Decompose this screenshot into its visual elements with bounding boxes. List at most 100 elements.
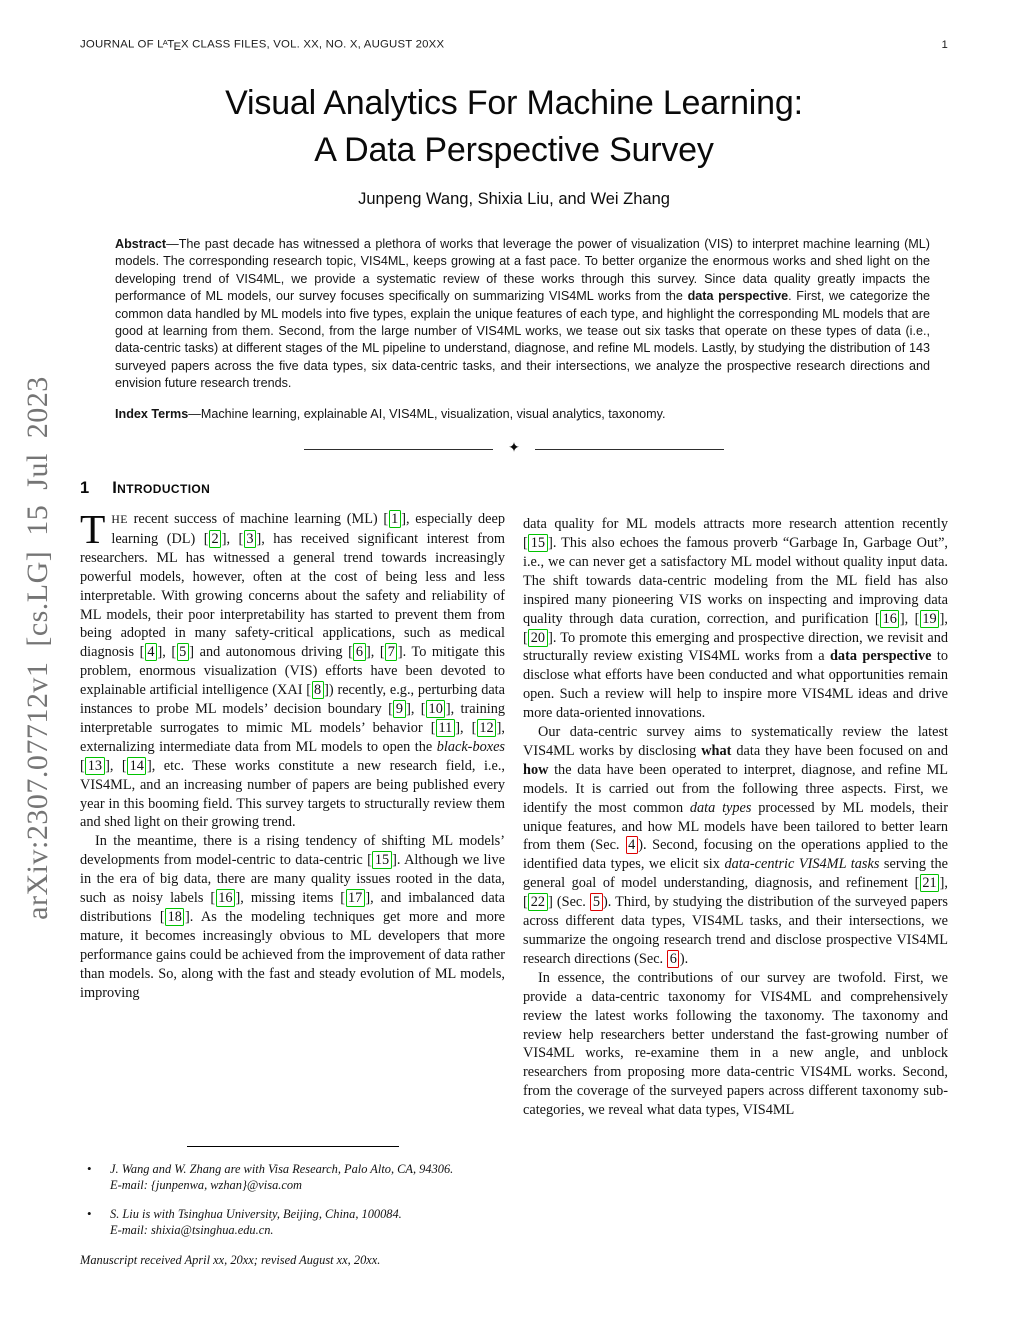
- citation-link[interactable]: 18: [165, 908, 185, 926]
- citation-link[interactable]: 5: [176, 643, 189, 662]
- text-segment: ]. To promote this emerging and prospect…: [523, 629, 948, 665]
- footnote-rule: [186, 1146, 399, 1147]
- section-number: 1: [80, 479, 90, 498]
- journal-name: JOURNAL OF LATEX CLASS FILES, VOL. XX, N…: [80, 38, 444, 53]
- text-segment: ], [: [406, 701, 426, 718]
- text-segment: Our data-centric survey aims to systemat…: [523, 724, 948, 759]
- text-segment: ]. To mitigate this problem, enormous vi…: [80, 644, 505, 699]
- text-segment: ], [: [221, 530, 244, 547]
- text-segment: —The past decade has witnessed a plethor…: [115, 237, 930, 304]
- paper-title-line1: Visual Analytics For Machine Learning:: [225, 84, 803, 122]
- citation-link[interactable]: 17: [345, 889, 365, 908]
- text-segment: to disclose what efforts have been condu…: [523, 648, 948, 722]
- citation-link[interactable]: 16: [880, 609, 900, 628]
- section-separator: ✦: [80, 442, 948, 456]
- citation-link[interactable]: 4: [144, 643, 157, 662]
- abstract-text: Abstract—The past decade has witnessed a…: [115, 236, 930, 393]
- citation-link[interactable]: 20: [528, 628, 548, 647]
- text-segment: Index Terms: [115, 406, 189, 421]
- citation-link[interactable]: 3: [243, 529, 256, 548]
- citation-link[interactable]: 15: [372, 851, 392, 870]
- author-footnotes: J. Wang and W. Zhang are with Visa Resea…: [80, 1161, 505, 1239]
- left-column: 1 Introduction T HE recent success of mach…: [80, 478, 505, 1120]
- citation-link[interactable]: 14: [127, 756, 147, 775]
- text-segment: ], [: [523, 610, 948, 646]
- footnote-block: J. Wang and W. Zhang are with Visa Resea…: [80, 1146, 505, 1269]
- text-segment: HE: [111, 512, 128, 526]
- text-segment: serving the general goal of model unders…: [523, 856, 949, 892]
- section-ref-link[interactable]: 5: [590, 893, 603, 912]
- text-segment: T: [80, 505, 106, 552]
- intro-paragraph-4: In essence, the contributions of our sur…: [523, 969, 948, 1120]
- citation-link[interactable]: 12: [476, 718, 497, 737]
- citation-link[interactable]: 7: [385, 643, 398, 662]
- diamond-icon: ✦: [508, 441, 520, 457]
- text-segment: ], externalizing intermediate data from …: [80, 719, 505, 755]
- citation-link[interactable]: 15: [528, 533, 548, 552]
- citation-link[interactable]: 16: [215, 889, 235, 908]
- citation-link[interactable]: 19: [919, 609, 940, 628]
- text-segment: data-centric VIS4ML tasks: [724, 856, 880, 873]
- abstract-block: Abstract—The past decade has witnessed a…: [115, 236, 930, 423]
- text-segment: ], [: [899, 610, 920, 627]
- section-ref-link[interactable]: 4: [625, 836, 638, 855]
- text-segment: In the meantime, there is a rising tende…: [80, 833, 505, 869]
- text-segment: ). Second, focusing on the operations ap…: [523, 837, 949, 873]
- citation-link[interactable]: 13: [85, 756, 105, 775]
- text-segment: ).: [679, 950, 689, 967]
- text-segment: E: [173, 41, 182, 54]
- citation-link[interactable]: 2: [209, 529, 222, 548]
- citation-link[interactable]: 10: [426, 700, 446, 719]
- footnote-affiliation: S. Liu is with Tsinghua University, Beij…: [110, 1207, 402, 1222]
- text-segment: ]. This also echoes the famous proverb “…: [523, 534, 948, 627]
- author-list: Junpeng Wang, Shixia Liu, and Wei Zhang: [358, 190, 670, 208]
- text-segment: ], training interpretable surrogates to …: [80, 701, 506, 736]
- text-segment: recent success of machine learning (ML) …: [127, 510, 389, 527]
- citation-link[interactable]: 9: [393, 700, 406, 719]
- text-segment: ], etc. These works constitute a new res…: [80, 757, 505, 831]
- citation-link[interactable]: 8: [311, 681, 324, 700]
- section-heading-introduction: 1 Introduction: [80, 479, 505, 498]
- text-segment: ]. As the modeling techniques get more a…: [80, 909, 506, 1001]
- citation-link[interactable]: 1: [388, 509, 401, 528]
- text-segment: data quality for ML models attracts more…: [523, 516, 948, 551]
- section-title: Introduction: [112, 479, 211, 498]
- footnote-email: E-mail: shixia@tsinghua.edu.cn.: [110, 1223, 274, 1238]
- citation-link[interactable]: 11: [435, 718, 455, 737]
- text-segment: how: [523, 761, 549, 778]
- intro-paragraph-2-continued: data quality for ML models attracts more…: [523, 515, 948, 723]
- text-segment: ], [: [157, 644, 177, 661]
- citation-link[interactable]: 6: [353, 643, 366, 662]
- section-ref-link[interactable]: 6: [667, 949, 680, 968]
- text-segment: processed by ML models, their unique fea…: [523, 799, 948, 854]
- text-segment: ], [: [105, 757, 127, 774]
- footnote-author-1: J. Wang and W. Zhang are with Visa Resea…: [80, 1161, 505, 1193]
- separator-line-right: [534, 448, 724, 450]
- text-segment: X CLASS FILES, VOL. XX, NO. X, AUGUST 20…: [180, 38, 445, 51]
- two-column-body: 1 Introduction T HE recent success of mach…: [80, 478, 948, 1120]
- index-terms: Index Terms—Machine learning, explainabl…: [115, 406, 930, 423]
- text-segment: the data have been operated to interpret…: [523, 761, 948, 816]
- separator-line-left: [304, 448, 494, 450]
- citation-link[interactable]: 21: [919, 874, 940, 893]
- text-segment: ], missing items [: [235, 890, 346, 907]
- text-segment: ], [: [366, 644, 385, 661]
- text-segment: data perspective: [829, 648, 932, 665]
- text-segment: JOURNAL OF L: [80, 38, 164, 51]
- intro-paragraph-2: In the meantime, there is a rising tende…: [80, 832, 505, 1002]
- intro-paragraph-3: Our data-centric survey aims to systemat…: [523, 723, 948, 969]
- text-segment: T: [167, 38, 175, 51]
- page-content: Visual Analytics For Machine Learning: A…: [80, 80, 948, 1120]
- text-segment: data they have been focused on and: [731, 742, 949, 759]
- citation-link[interactable]: 22: [528, 893, 548, 912]
- manuscript-note: Manuscript received April xx, 20xx; revi…: [80, 1252, 381, 1267]
- page-number: 1: [941, 38, 948, 51]
- text-segment: ], has received significant interest fro…: [80, 530, 505, 661]
- right-column: data quality for ML models attracts more…: [523, 478, 948, 1120]
- text-segment: what: [701, 742, 732, 759]
- footnote-affiliation: J. Wang and W. Zhang are with Visa Resea…: [110, 1162, 454, 1176]
- text-segment: ] (Sec.: [548, 894, 590, 911]
- text-segment: ). Third, by studying the distribution o…: [523, 894, 948, 967]
- paper-title: Visual Analytics For Machine Learning: A…: [80, 80, 948, 174]
